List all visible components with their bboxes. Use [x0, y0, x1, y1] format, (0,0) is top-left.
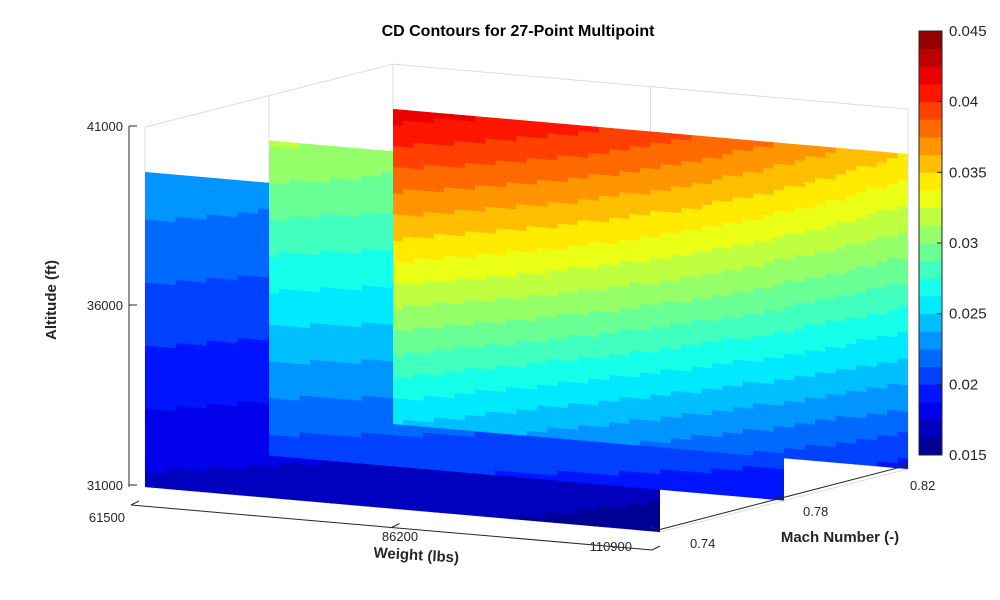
contour-cell	[196, 176, 208, 183]
contour-cell	[237, 179, 249, 187]
contour-cell	[330, 145, 342, 153]
contour-cell	[227, 178, 238, 186]
contour-cell	[155, 172, 166, 180]
contour-cell	[206, 177, 218, 184]
contour-panels	[145, 109, 908, 532]
contour-cell	[371, 149, 383, 156]
contour-cell	[165, 173, 177, 181]
contour-cell	[257, 181, 269, 189]
contour-cell	[320, 144, 332, 152]
contour-cell	[216, 177, 228, 185]
contour-cell	[299, 142, 311, 150]
contour-cell	[361, 148, 373, 156]
contour-cell	[340, 146, 352, 154]
contour-cell	[351, 147, 363, 155]
contour-cell	[278, 141, 290, 148]
contour-cell	[309, 143, 321, 151]
chart-title: CD Contours for 27-Point Multipoint	[382, 23, 656, 40]
contour-cell	[289, 141, 301, 149]
contour-cell	[185, 175, 197, 183]
contour-cell	[145, 172, 156, 179]
contour-cell	[175, 174, 187, 182]
contour-cell	[269, 140, 280, 147]
contour-cell	[381, 150, 393, 157]
contour-cell	[247, 180, 259, 188]
